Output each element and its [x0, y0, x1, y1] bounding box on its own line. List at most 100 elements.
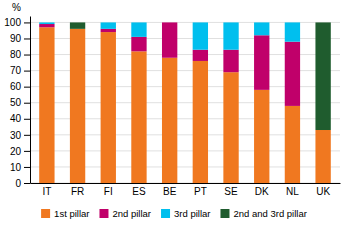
bar	[162, 22, 177, 23]
bar	[193, 22, 208, 49]
bar	[131, 51, 146, 183]
legend-swatch	[220, 209, 229, 218]
y-tick: 20	[10, 146, 30, 157]
y-tick-mark	[24, 71, 30, 72]
chart: 0 10 20 30 40 50 60 70 80 90 100 IT FR FI ES BE PT SE DK NL…	[0, 0, 348, 227]
x-tick: BE	[163, 183, 177, 197]
bar	[162, 22, 177, 23]
y-tick: 40	[10, 113, 30, 124]
legend: 1st pillar 2nd pillar 3rd pillar 2nd and 3r…	[41, 208, 307, 219]
x-tick-label: SE	[224, 186, 238, 197]
y-tick-label: 80	[10, 49, 22, 60]
x-tick: DK	[255, 183, 269, 197]
y-tick-mark	[24, 119, 30, 120]
series	[39, 22, 300, 106]
bar	[70, 22, 85, 28]
bars	[39, 22, 331, 183]
x-tick: IT	[42, 183, 51, 197]
x-tick: SE	[224, 183, 238, 197]
y-tick-mark	[24, 183, 30, 184]
legend-swatch	[161, 209, 170, 218]
bar	[39, 24, 54, 27]
bar	[39, 27, 54, 183]
x-tick-label: ES	[132, 186, 146, 197]
bar	[223, 22, 238, 49]
bar	[70, 29, 85, 183]
x-tick-label: FI	[104, 186, 113, 197]
legend-swatch	[99, 209, 108, 218]
y-tick: 70	[10, 65, 30, 76]
bar	[131, 22, 146, 23]
y-tick: 100	[4, 17, 30, 28]
bar	[254, 90, 269, 183]
legend-item: 2nd and 3rd pillar	[220, 208, 306, 219]
legend-label: 3rd pillar	[174, 208, 210, 219]
y-tick-mark	[24, 38, 30, 39]
bar	[101, 22, 116, 23]
y-tick-label: 50	[10, 97, 22, 108]
x-tick-label: NL	[286, 186, 299, 197]
y-tick-label: 90	[10, 33, 22, 44]
x-axis-line	[31, 183, 341, 184]
bar	[223, 72, 238, 183]
bar	[39, 22, 54, 23]
y-tick-mark	[24, 103, 30, 104]
bar	[315, 22, 330, 130]
legend-swatch	[41, 209, 50, 218]
bar	[315, 130, 330, 183]
y-axis: 0 10 20 30 40 50 60 70 80 90 100	[4, 17, 30, 189]
bar	[285, 106, 300, 183]
legend-label: 2nd and 3rd pillar	[233, 208, 306, 219]
y-tick-mark	[24, 135, 30, 136]
y-tick: 10	[10, 162, 30, 173]
y-tick-mark	[24, 22, 30, 23]
x-tick-label: BE	[163, 186, 177, 197]
y-tick: 0	[15, 178, 30, 189]
legend-item: 2nd pillar	[99, 208, 151, 219]
bar	[254, 22, 269, 23]
x-tick-label: FR	[71, 186, 84, 197]
bar	[285, 22, 300, 23]
bar	[254, 35, 269, 90]
legend-item: 1st pillar	[41, 208, 89, 219]
series	[39, 27, 331, 183]
y-tick-label: 30	[10, 130, 22, 141]
bar	[131, 37, 146, 51]
y-label: %	[12, 2, 21, 13]
series	[70, 22, 331, 130]
x-tick-label: IT	[42, 186, 51, 197]
x-tick: UK	[316, 183, 330, 197]
bar	[101, 22, 116, 28]
x-tick: FR	[71, 183, 84, 197]
series	[39, 22, 300, 49]
bar	[193, 50, 208, 61]
bar	[285, 22, 300, 41]
bar	[193, 61, 208, 183]
x-tick-label: UK	[316, 186, 330, 197]
y-tick-label: 40	[10, 113, 22, 124]
y-tick-label: 0	[15, 178, 21, 189]
y-tick: 50	[10, 97, 30, 108]
legend-item: 3rd pillar	[161, 208, 210, 219]
bar	[193, 22, 208, 23]
bar	[254, 22, 269, 35]
x-tick: NL	[286, 183, 299, 197]
bar	[101, 29, 116, 32]
x-tick: PT	[194, 183, 207, 197]
y-tick-mark	[24, 55, 30, 56]
bar	[162, 22, 177, 57]
y-tick: 60	[10, 81, 30, 92]
x-axis: IT FR FI ES BE PT SE DK NL UK	[31, 183, 341, 197]
bar	[285, 42, 300, 106]
bar	[101, 32, 116, 183]
x-tick: FI	[104, 183, 113, 197]
y-tick: 80	[10, 49, 30, 60]
y-tick-label: 100	[4, 17, 21, 28]
y-tick: 90	[10, 33, 30, 44]
y-tick-mark	[24, 87, 30, 88]
y-tick-mark	[24, 167, 30, 168]
x-tick: ES	[132, 183, 146, 197]
bar	[223, 50, 238, 72]
y-axis-line	[30, 17, 31, 184]
bar	[223, 22, 238, 23]
